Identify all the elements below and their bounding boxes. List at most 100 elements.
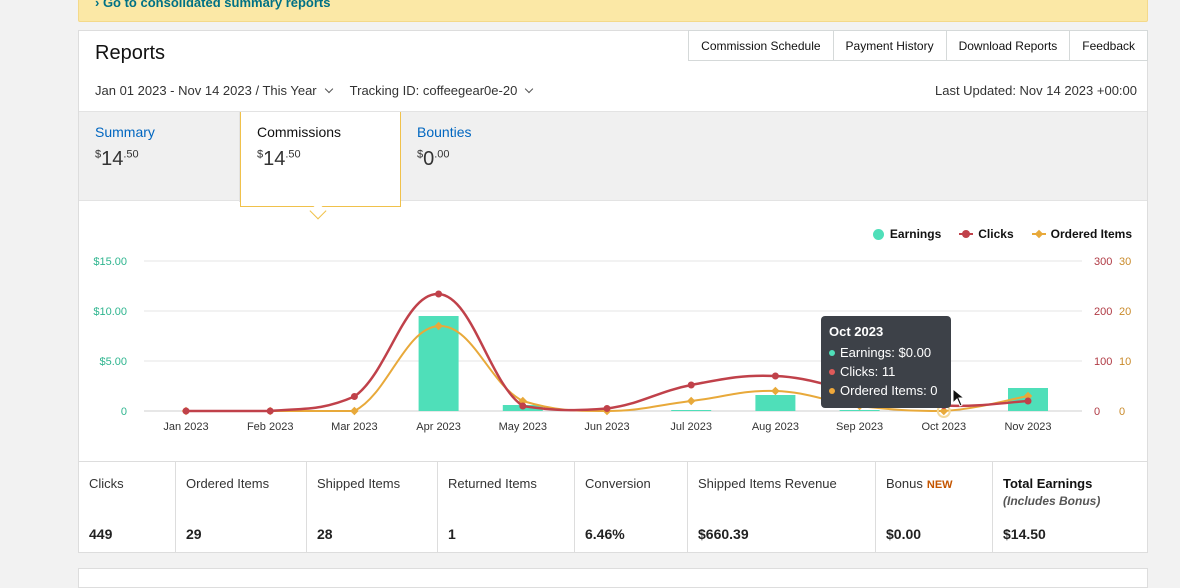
tracking-id-label: Tracking ID: coffeegear0e-20 (349, 83, 518, 98)
y-right-ordered-tick: 10 (1119, 356, 1131, 368)
y-right-clicks-tick: 300 (1094, 256, 1112, 268)
stat-value: 6.46% (585, 526, 625, 542)
stats-bar: Clicks 449 Ordered Items 29 Shipped Item… (79, 461, 1147, 553)
y-left-tick: $15.00 (93, 256, 127, 268)
earnings-bar (755, 395, 796, 411)
ordered-items-point (686, 396, 696, 406)
tooltip-clicks-text: Clicks: 11 (840, 364, 896, 379)
stat-label: Ordered Items (186, 476, 270, 491)
tooltip-earnings-text: Earnings: $0.00 (840, 345, 932, 360)
y-right-ordered-tick: 20 (1119, 306, 1131, 318)
date-range-label: Jan 01 2023 - Nov 14 2023 / This Year (95, 83, 317, 98)
mouse-cursor-icon (952, 388, 966, 407)
y-left-tick: 0 (121, 406, 127, 418)
legend-clicks[interactable]: Clicks (959, 227, 1014, 241)
ordered-items-point (771, 386, 780, 396)
stat-returned-items: Returned Items 1 (438, 462, 575, 553)
x-tick-label: Mar 2023 (331, 421, 377, 433)
download-reports-button[interactable]: Download Reports (945, 30, 1071, 61)
currency-symbol: $ (417, 148, 424, 161)
stat-label: Conversion (585, 476, 651, 491)
tab-bounties-value: $0.00 (417, 148, 450, 171)
chevron-down-icon (324, 84, 333, 93)
ordered-dot (829, 387, 835, 394)
tooltip-clicks: Clicks: 11 (829, 364, 943, 379)
earnings-swatch (872, 228, 884, 240)
x-tick-label: Jun 2023 (584, 421, 629, 433)
next-panel (78, 568, 1148, 588)
earnings-dot (829, 349, 835, 356)
y-right-clicks-tick: 0 (1094, 406, 1100, 418)
report-tabs: Summary $14.50 Commissions $14.50 Bounti… (79, 111, 1147, 207)
tooltip-earnings: Earnings: $0.00 (829, 345, 943, 360)
stat-clicks: Clicks 449 (79, 462, 176, 553)
tracking-id-dropdown[interactable]: Tracking ID: coffeegear0e-20 (349, 83, 534, 98)
stat-shipped-items: Shipped Items 28 (307, 462, 438, 553)
cents: .00 (434, 148, 450, 161)
tab-bounties[interactable]: Bounties $0.00 (401, 112, 562, 202)
legend-earnings[interactable]: Earnings (872, 227, 941, 241)
currency-symbol: $ (257, 148, 264, 161)
x-tick-label: Oct 2023 (921, 421, 966, 433)
y-right-clicks-tick: 200 (1094, 306, 1112, 318)
stat-shipped-revenue: Shipped Items Revenue $660.39 (688, 462, 876, 553)
stat-value: 449 (89, 526, 113, 542)
stat-value: $660.39 (698, 526, 749, 542)
cents: .50 (123, 148, 139, 161)
page-title: Reports (95, 42, 166, 64)
y-right-clicks-tick: 100 (1094, 356, 1112, 368)
stat-label: Bonus NEW (886, 476, 953, 491)
stat-value: 29 (186, 526, 202, 542)
tab-commissions[interactable]: Commissions $14.50 (240, 112, 401, 207)
stat-value: $0.00 (886, 526, 922, 542)
tooltip-ordered-text: Ordered Items: 0 (840, 383, 938, 398)
tooltip-title: Oct 2023 (829, 324, 884, 339)
stat-bonus: Bonus NEW $0.00 (876, 462, 993, 553)
legend-ordered-label: Ordered Items (1050, 227, 1132, 241)
ordered-swatch (1031, 233, 1046, 235)
commission-schedule-button[interactable]: Commission Schedule (688, 30, 834, 61)
tab-summary[interactable]: Summary $14.50 (79, 112, 240, 202)
feedback-button[interactable]: Feedback (1069, 30, 1148, 61)
stat-value: $14.50 (1003, 526, 1046, 542)
clicks-point (350, 393, 358, 400)
bonus-label: Bonus (886, 476, 923, 491)
dollars: 0 (423, 148, 435, 170)
clicks-point (603, 405, 611, 412)
x-tick-label: Sep 2023 (836, 421, 883, 433)
clicks-point (182, 407, 190, 415)
x-tick-label: Feb 2023 (247, 421, 293, 433)
y-right-ordered-tick: 0 (1119, 406, 1125, 418)
reports-panel: Reports Commission Schedule Payment Hist… (78, 30, 1148, 553)
legend-clicks-label: Clicks (978, 227, 1014, 241)
y-right-ordered-tick: 30 (1119, 256, 1131, 268)
ordered-items-point (939, 406, 949, 416)
clicks-swatch (959, 230, 974, 238)
stat-value: 1 (448, 526, 456, 542)
ordered-items-point (350, 406, 359, 416)
filters: Jan 01 2023 - Nov 14 2023 / This Year Tr… (95, 83, 550, 98)
stat-value: 28 (317, 526, 333, 542)
tab-summary-value: $14.50 (95, 148, 139, 171)
stat-sub-label: (Includes Bonus) (1003, 494, 1101, 508)
x-tick-label: Nov 2023 (1004, 421, 1051, 433)
report-actions: Commission Schedule Payment History Down… (688, 30, 1148, 61)
payment-history-button[interactable]: Payment History (832, 30, 947, 61)
summary-banner[interactable]: › Go to consolidated summary reports (78, 0, 1148, 22)
clicks-point (519, 402, 527, 410)
tab-summary-label: Summary (95, 124, 155, 140)
summary-link[interactable]: › Go to consolidated summary reports (95, 0, 331, 10)
ordered-items-point (1023, 391, 1033, 401)
x-tick-label: Apr 2023 (416, 421, 461, 433)
chart-legend: Earnings Clicks Ordered Items (855, 227, 1132, 241)
earnings-bar (839, 410, 880, 411)
tab-commissions-label: Commissions (257, 124, 342, 140)
stat-total-earnings: Total Earnings (Includes Bonus) $14.50 (993, 462, 1146, 553)
clicks-point (435, 290, 443, 298)
date-range-dropdown[interactable]: Jan 01 2023 - Nov 14 2023 / This Year (95, 83, 333, 98)
legend-ordered-items[interactable]: Ordered Items (1031, 227, 1132, 241)
tab-bounties-label: Bounties (417, 124, 472, 140)
stat-label: Clicks (89, 476, 124, 491)
x-tick-label: Jan 2023 (163, 421, 208, 433)
